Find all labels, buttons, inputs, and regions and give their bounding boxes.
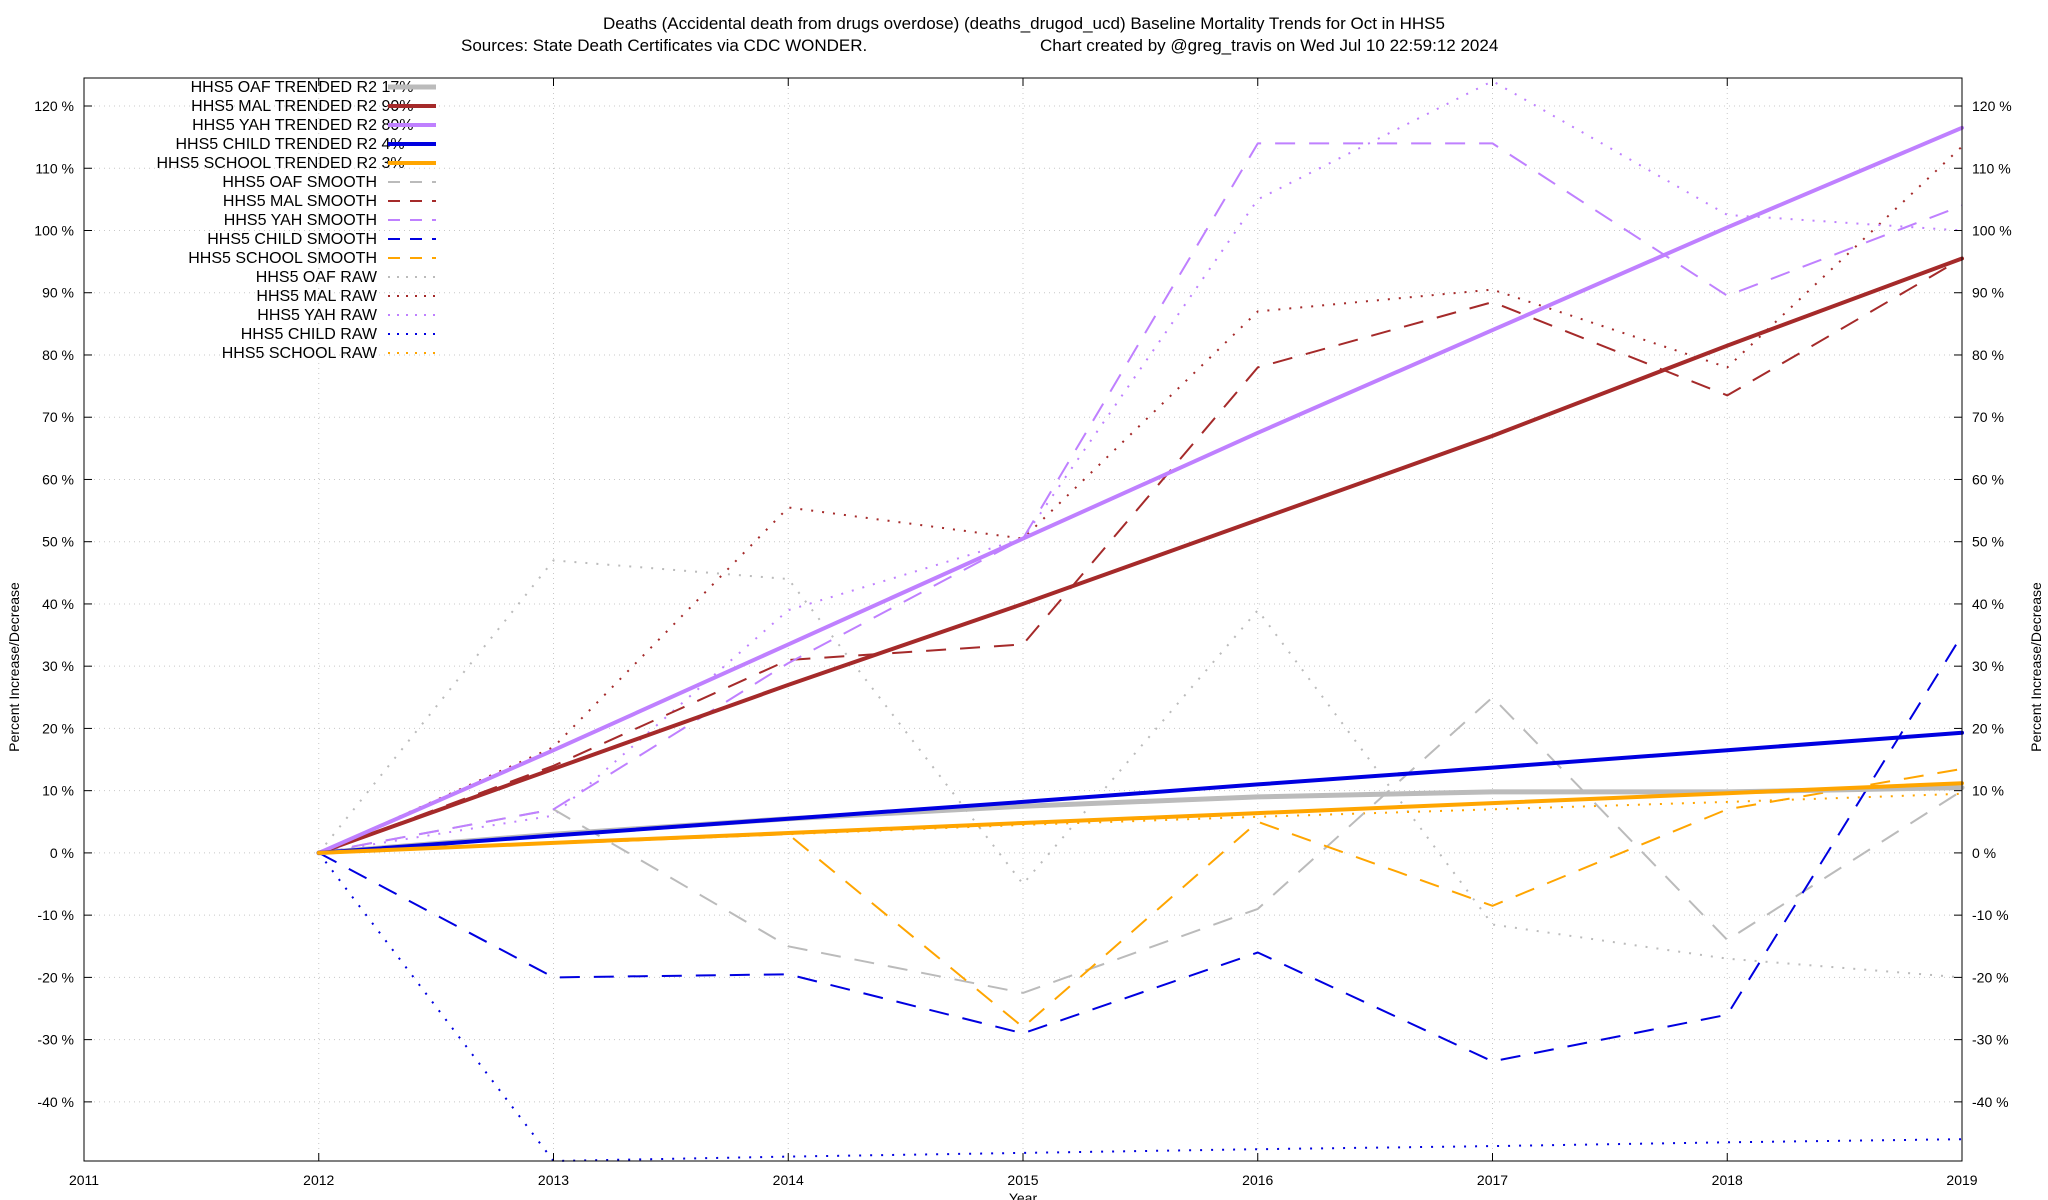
legend-label: HHS5 YAH SMOOTH [224,212,377,229]
series-layer [316,80,1965,1162]
legend-label: HHS5 OAF TRENDED R2 [191,79,378,96]
series-line-hhs5-oaf-raw [318,559,1963,979]
y-tick-label-right: 60 % [1972,471,2004,487]
y-tick-label-right: 120 % [1972,98,2012,114]
y-tick-label-left: 20 % [42,720,74,736]
y-tick-label-left: 60 % [42,471,74,487]
legend-label: HHS5 MAL SMOOTH [223,193,377,210]
y-tick-label-left: 80 % [42,347,74,363]
series-line-hhs5-mal-trended-r2 [316,256,1964,855]
y-tick-label-right: -10 % [1972,907,2009,923]
y-tick-label-right: 80 % [1972,347,2004,363]
y-tick-label-left: 50 % [42,534,74,550]
y-tick-label-right: 0 % [1972,845,1996,861]
x-tick-label: 2013 [538,1172,569,1188]
series-line-hhs5-school-trended-r2 [316,781,1964,855]
series-line-hhs5-child-raw [318,852,1963,1162]
y-tick-label-left: 70 % [42,409,74,425]
y-tick-label-left: -40 % [37,1094,74,1110]
y-tick-label-right: 10 % [1972,783,2004,799]
x-tick-label: 2012 [303,1172,334,1188]
legend-label: HHS5 YAH RAW [257,307,378,324]
legend-label: HHS5 YAH TRENDED R2 [192,117,377,134]
x-tick-label: 2017 [1477,1172,1508,1188]
x-tick-label: 2015 [1007,1172,1038,1188]
y-tick-label-right: 110 % [1972,160,2011,176]
y-tick-label-right: 30 % [1972,658,2004,674]
series-line-hhs5-school-smooth [318,767,1963,1029]
legend-label: HHS5 CHILD TRENDED R2 [175,136,377,153]
legend-label: HHS5 SCHOOL RAW [222,345,378,362]
x-axis-label: Year [1009,1190,1038,1200]
y-tick-label-left: 90 % [42,285,74,301]
series-line-hhs5-yah-trended-r2 [316,125,1964,855]
y-tick-label-left: -10 % [37,907,74,923]
y-tick-label-right: 100 % [1972,222,2012,238]
series-line-hhs5-child-trended-r2 [316,730,1964,855]
legend-label: HHS5 MAL RAW [256,288,378,305]
y-tick-label-left: 110 % [35,160,74,176]
series-line-hhs5-mal-smooth [318,257,1963,854]
axis-ticks: 2011 2012 2013 2014 2015 2016 2017 2018 2019 -40 … [34,78,2012,1188]
y-tick-label-right: 40 % [1972,596,2004,612]
x-tick-label: 2014 [773,1172,804,1188]
series-line-hhs5-yah-raw [318,80,1963,854]
y-tick-label-left: -30 % [37,1032,74,1048]
x-tick-label: 2016 [1242,1172,1273,1188]
series-line-hhs5-yah-smooth [318,142,1963,854]
legend-label: HHS5 MAL TRENDED R2 [191,98,377,115]
legend-label: HHS5 CHILD RAW [241,326,378,343]
y-tick-label-left: 100 % [34,222,74,238]
legend: HHS5 OAF TRENDED R2 17%HHS5 MAL TRENDED … [157,79,436,362]
y-tick-label-right: 90 % [1972,285,2004,301]
y-tick-label-right: -30 % [1972,1032,2009,1048]
series-line-hhs5-oaf-smooth [318,696,1963,994]
y-axis-label-left: Percent Increase/Decrease [6,582,22,752]
legend-label: HHS5 SCHOOL SMOOTH [188,250,377,267]
y-tick-label-right: -20 % [1972,969,2009,985]
legend-label: HHS5 OAF RAW [256,269,378,286]
y-tick-label-right: 50 % [1972,534,2004,550]
y-tick-label-right: 20 % [1972,720,2004,736]
chart-credit: Chart created by @greg_travis on Wed Jul… [1040,36,1498,55]
y-tick-label-left: -20 % [37,969,74,985]
x-tick-label: 2018 [1712,1172,1743,1188]
legend-label: HHS5 OAF SMOOTH [222,174,377,191]
y-tick-label-left: 30 % [42,658,74,674]
series-line-hhs5-child-smooth [318,634,1963,1063]
y-axis-label-right: Percent Increase/Decrease [2028,582,2044,752]
y-tick-label-left: 0 % [50,845,74,861]
legend-label: HHS5 SCHOOL TRENDED R2 [157,155,378,172]
chart-title: Deaths (Accidental death from drugs over… [603,14,1445,33]
legend-label: HHS5 CHILD SMOOTH [207,231,377,248]
chart-source: Sources: State Death Certificates via CD… [461,36,867,55]
y-tick-label-left: 10 % [42,783,74,799]
y-tick-label-right: -40 % [1972,1094,2009,1110]
y-tick-label-left: 40 % [42,596,74,612]
y-tick-label-right: 70 % [1972,409,2004,425]
x-tick-label: 2011 [69,1172,99,1188]
y-tick-label-left: 120 % [34,98,74,114]
x-tick-label: 2019 [1946,1172,1977,1188]
